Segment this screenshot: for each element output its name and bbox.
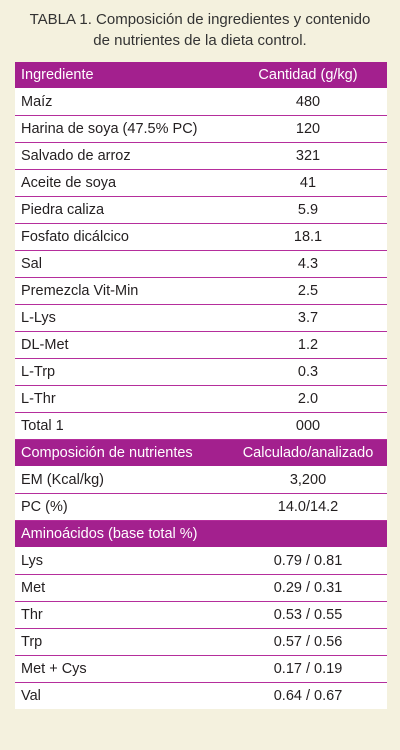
ingredient-name: Total 1 [15,412,229,440]
nutrient-name: EM (Kcal/kg) [15,466,229,494]
ingredient-name: L-Thr [15,385,229,413]
quantity-column-header: Cantidad (g/kg) [229,62,387,89]
aminoacids-section-header: Aminoácidos (base total %) [15,520,387,548]
ingredient-name: Sal [15,250,229,278]
ingredient-quantity: 41 [229,169,387,197]
aminoacid-value: 0.79 / 0.81 [229,547,387,575]
nutrients-column-header: Composición de nutrientes [15,439,229,467]
ingredient-name: DL-Met [15,331,229,359]
table-row: Thr 0.53 / 0.55 [15,601,387,629]
nutrient-value: 14.0/14.2 [229,493,387,521]
ingredient-name: Fosfato dicálcico [15,223,229,251]
ingredient-quantity: 4.3 [229,250,387,278]
ingredient-name: Premezcla Vit-Min [15,277,229,305]
table-row: Total 1 000 [15,412,387,440]
ingredient-quantity: 18.1 [229,223,387,251]
ingredient-quantity: 000 [229,412,387,440]
aminoacid-value: 0.29 / 0.31 [229,574,387,602]
aminoacid-name: Met [15,574,229,602]
ingredient-name: Aceite de soya [15,169,229,197]
table-row: Fosfato dicálcico 18.1 [15,223,387,251]
ingredients-header-row: Ingrediente Cantidad (g/kg) [15,62,387,89]
table-row: Aceite de soya 41 [15,169,387,197]
table-row: Harina de soya (47.5% PC) 120 [15,115,387,143]
ingredient-quantity: 321 [229,142,387,170]
nutrients-header-row: Composición de nutrientes Calculado/anali… [15,439,387,467]
ingredient-name: Salvado de arroz [15,142,229,170]
table-row: L-Thr 2.0 [15,385,387,413]
ingredient-quantity: 480 [229,88,387,116]
nutrient-value: 3,200 [229,466,387,494]
aminoacids-header-row: Aminoácidos (base total %) [15,520,387,548]
table-row: Premezcla Vit-Min 2.5 [15,277,387,305]
calculated-analyzed-column-header: Calculado/analizado [229,439,387,467]
aminoacid-value: 0.17 / 0.19 [229,655,387,683]
caption-line-2: de nutrientes de la dieta control. [93,32,307,49]
aminoacid-name: Trp [15,628,229,656]
table-row: L-Lys 3.7 [15,304,387,332]
nutrient-name: PC (%) [15,493,229,521]
ingredient-quantity: 5.9 [229,196,387,224]
ingredient-column-header: Ingrediente [15,62,229,89]
ingredient-quantity: 120 [229,115,387,143]
table-row: Sal 4.3 [15,250,387,278]
ingredient-quantity: 2.0 [229,385,387,413]
table-row: Trp 0.57 / 0.56 [15,628,387,656]
table-row: Maíz 480 [15,88,387,116]
aminoacid-value: 0.53 / 0.55 [229,601,387,629]
table-row: Salvado de arroz 321 [15,142,387,170]
aminoacid-name: Val [15,682,229,709]
aminoacid-name: Thr [15,601,229,629]
aminoacid-name: Met + Cys [15,655,229,683]
table-caption: TABLA 1. Composición de ingredientes y c… [0,0,400,52]
caption-line-1: TABLA 1. Composición de ingredientes y c… [29,11,371,28]
table-row: DL-Met 1.2 [15,331,387,359]
table-row: EM (Kcal/kg) 3,200 [15,466,387,494]
table-row: Val 0.64 / 0.67 [15,682,387,709]
ingredient-name: L-Lys [15,304,229,332]
ingredient-name: Piedra caliza [15,196,229,224]
aminoacid-value: 0.64 / 0.67 [229,682,387,709]
table-row: Met 0.29 / 0.31 [15,574,387,602]
diet-composition-table: Ingrediente Cantidad (g/kg) Maíz 480 Harin… [15,62,387,709]
ingredient-quantity: 2.5 [229,277,387,305]
aminoacid-value: 0.57 / 0.56 [229,628,387,656]
table-row: Piedra caliza 5.9 [15,196,387,224]
ingredient-quantity: 3.7 [229,304,387,332]
table-row: L-Trp 0.3 [15,358,387,386]
table-row: PC (%) 14.0/14.2 [15,493,387,521]
table-row: Met + Cys 0.17 / 0.19 [15,655,387,683]
ingredient-name: L-Trp [15,358,229,386]
aminoacid-name: Lys [15,547,229,575]
ingredient-quantity: 0.3 [229,358,387,386]
table-row: Lys 0.79 / 0.81 [15,547,387,575]
ingredient-name: Harina de soya (47.5% PC) [15,115,229,143]
ingredient-name: Maíz [15,88,229,116]
table-body: Ingrediente Cantidad (g/kg) Maíz 480 Harin… [15,62,387,709]
ingredient-quantity: 1.2 [229,331,387,359]
